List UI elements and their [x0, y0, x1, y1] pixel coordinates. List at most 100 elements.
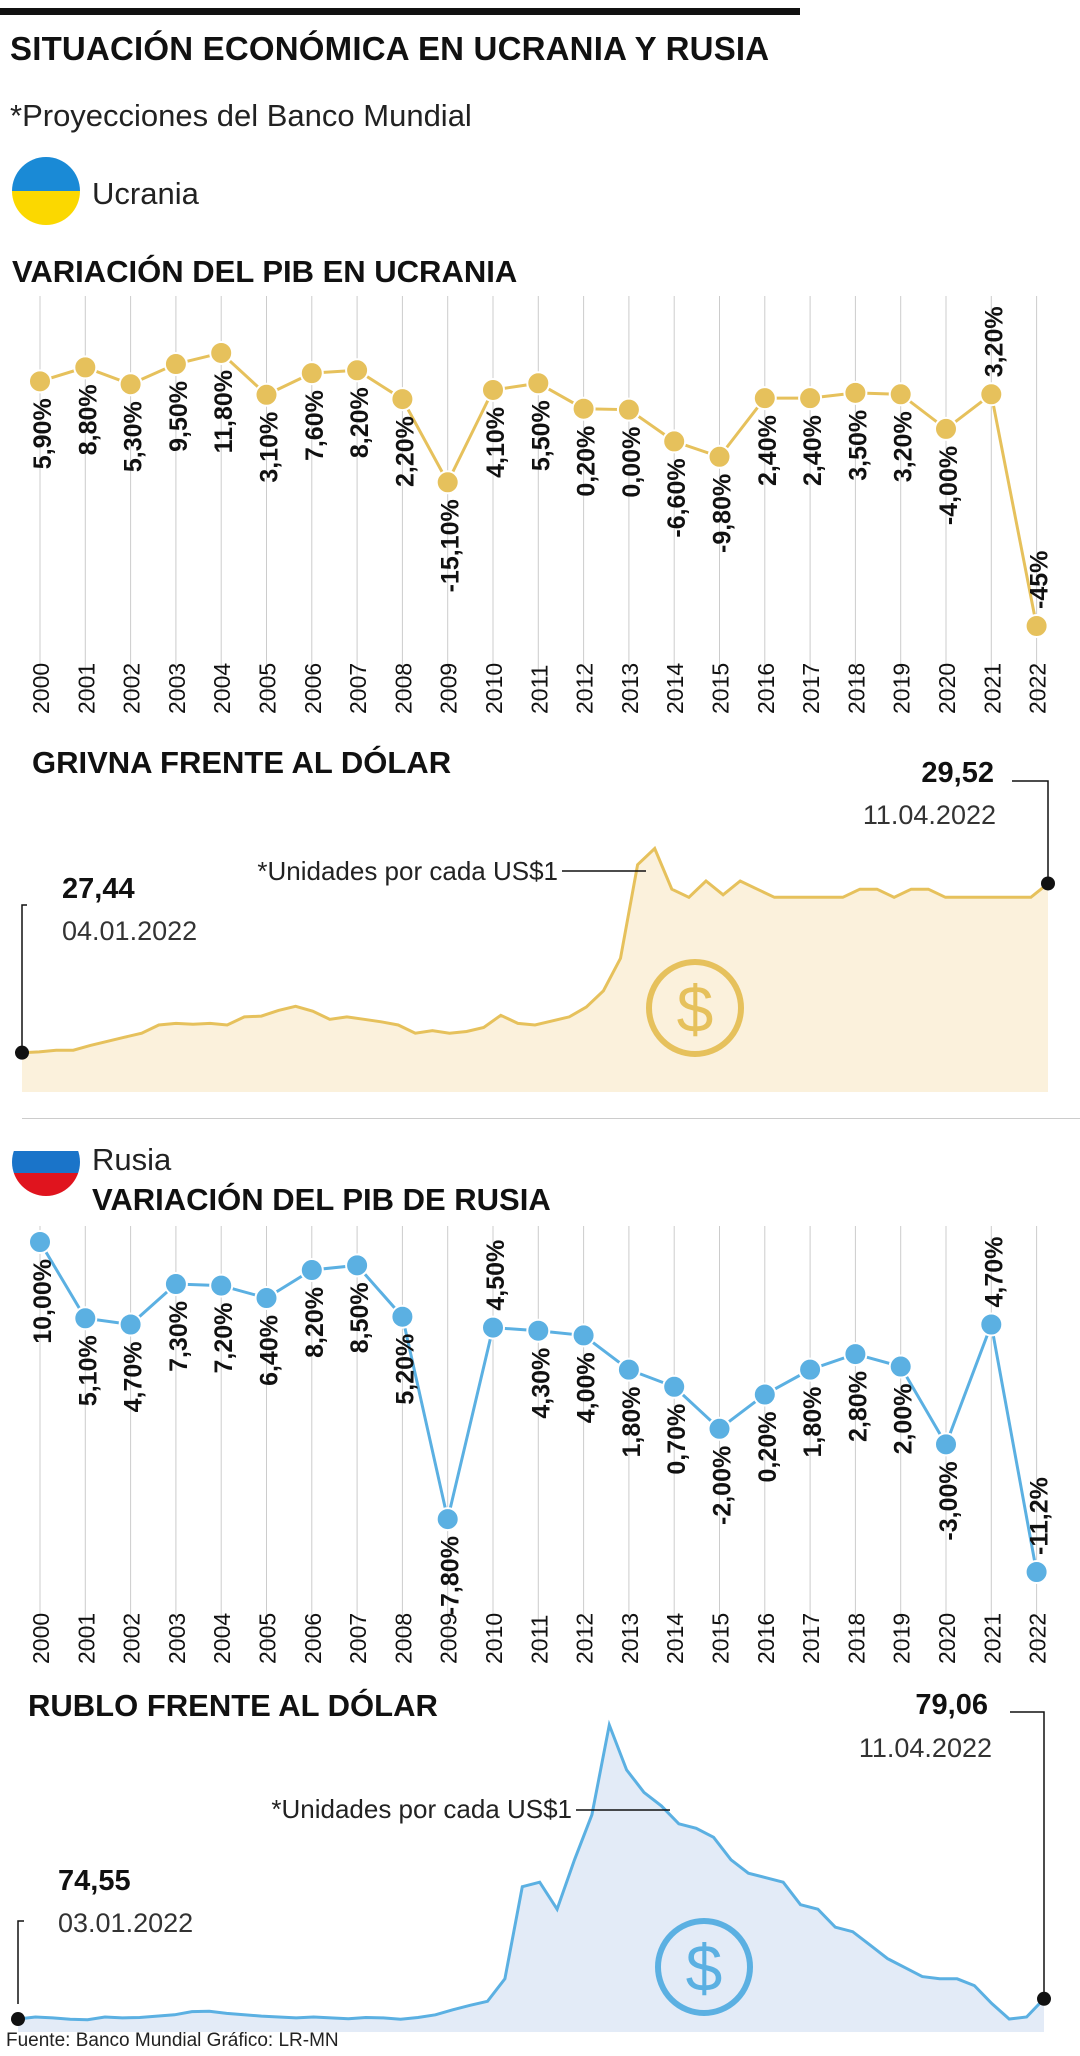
gdp-point — [28, 1230, 52, 1254]
gdp-value-label: -6,60% — [663, 458, 691, 537]
gdp-point — [163, 1272, 188, 1297]
gdp-point — [118, 1312, 143, 1337]
year-tick-label: 2011 — [526, 1615, 552, 1664]
year-tick-label: 2012 — [572, 1613, 598, 1664]
ru-fx-title: RUBLO FRENTE AL DÓLAR — [28, 1688, 438, 1723]
year-tick-label: 2000 — [28, 1613, 54, 1664]
ua-fx-end-dot — [1041, 876, 1055, 891]
ua-fx-chart: 27,44 04.01.2022 29,52 11.04.2022 *Unida… — [15, 757, 1055, 1092]
gdp-value-label: 8,20% — [301, 1287, 329, 1358]
gdp-point — [73, 1306, 98, 1331]
gdp-point — [299, 361, 324, 386]
gdp-point — [209, 1273, 234, 1298]
gdp-point — [888, 382, 913, 407]
gdp-point — [345, 358, 370, 383]
gdp-point — [73, 355, 98, 380]
gdp-point — [526, 1318, 551, 1343]
gdp-point — [662, 429, 687, 454]
year-tick-label: 2020 — [934, 1613, 960, 1664]
ua-gdp-title: VARIACIÓN DEL PIB EN UCRANIA — [12, 254, 518, 289]
gdp-point — [435, 1507, 460, 1532]
ru-gdp-chart: 10,00% 5,10% 4,70% 7,30% 7,20% 6,40% 8,20% 8,50… — [28, 1226, 1054, 1664]
gdp-point — [616, 397, 641, 422]
gdp-value-label: 5,20% — [391, 1334, 419, 1405]
gdp-value-label: 3,20% — [980, 306, 1008, 377]
year-tick-label: 2002 — [119, 1613, 145, 1664]
ru-fx-start-value: 74,55 — [58, 1865, 131, 1897]
gdp-value-label: 8,80% — [74, 384, 102, 455]
gdp-point — [934, 416, 958, 441]
gdp-value-label: 4,70% — [980, 1237, 1008, 1308]
gdp-value-label: 8,50% — [346, 1282, 374, 1353]
ua-gdp-chart: 5,90% 8,80% 5,30% 9,50% 11,80% 3,10% 7,60% 8,20… — [28, 296, 1054, 714]
gdp-point — [1024, 1560, 1049, 1584]
gdp-value-label: -7,80% — [437, 1536, 465, 1615]
ru-fx-end-leader — [1010, 1711, 1045, 1992]
gdp-point — [752, 1382, 777, 1407]
ukraine-label: Ucrania — [92, 176, 199, 211]
divider — [22, 1118, 1080, 1119]
gdp-value-label: 5,50% — [527, 400, 555, 471]
gdp-point — [843, 380, 868, 405]
year-tick-label: 2009 — [436, 1613, 462, 1664]
gdp-point — [798, 386, 823, 411]
ru-gdp-title: VARIACIÓN DEL PIB DE RUSIA — [92, 1182, 551, 1217]
year-tick-label: 2000 — [28, 663, 54, 714]
gdp-point — [481, 1315, 505, 1340]
page-subtitle: *Proyecciones del Banco Mundial — [10, 98, 472, 133]
gdp-point — [390, 1304, 415, 1329]
year-tick-label: 2015 — [708, 1613, 734, 1664]
gdp-point — [118, 372, 143, 397]
gdp-value-label: 4,10% — [482, 407, 510, 478]
gdp-value-label: 0,20% — [754, 1412, 782, 1483]
ru-fx-start-dot — [11, 2012, 25, 2027]
gdp-point — [28, 369, 52, 394]
year-tick-label: 2003 — [164, 663, 190, 714]
gdp-point — [843, 1342, 868, 1367]
year-tick-label: 2019 — [889, 1613, 915, 1664]
year-tick-label: 2021 — [979, 663, 1005, 714]
year-tick-label: 2016 — [753, 1613, 779, 1664]
gdp-point — [254, 1286, 279, 1311]
gdp-value-label: -45% — [1026, 551, 1054, 609]
year-tick-label: 2006 — [300, 1613, 326, 1664]
gdp-point — [662, 1374, 687, 1399]
gdp-value-label: 7,20% — [210, 1303, 238, 1374]
gdp-value-label: 0,20% — [573, 426, 601, 497]
ua-fx-start-dot — [15, 1045, 29, 1060]
year-tick-label: 2003 — [164, 1613, 190, 1664]
year-tick-label: 2008 — [390, 1613, 416, 1664]
gdp-value-label: 0,70% — [663, 1404, 691, 1475]
gdp-value-label: 0,00% — [618, 427, 646, 498]
gdp-value-label: -3,00% — [935, 1461, 963, 1540]
ru-fx-end-date: 11.04.2022 — [859, 1733, 992, 1763]
gdp-value-label: 5,10% — [74, 1335, 102, 1406]
gdp-value-label: 10,00% — [29, 1259, 57, 1344]
year-tick-label: 2017 — [798, 1613, 824, 1664]
gdp-point — [345, 1253, 370, 1278]
year-tick-label: 2008 — [390, 663, 416, 714]
gdp-value-label: 4,00% — [573, 1352, 601, 1423]
ua-fx-start-leader — [21, 904, 27, 1056]
year-tick-label: 2014 — [662, 1613, 688, 1664]
ru-fx-start-date: 03.01.2022 — [58, 1908, 193, 1938]
year-tick-label: 2010 — [481, 663, 507, 714]
gdp-point — [979, 382, 1004, 407]
year-tick-label: 2012 — [572, 663, 598, 714]
gdp-value-label: 2,20% — [391, 416, 419, 487]
ru-fx-end-value: 79,06 — [915, 1689, 988, 1721]
year-tick-label: 2006 — [300, 663, 326, 714]
gdp-value-label: 2,00% — [890, 1384, 918, 1455]
gdp-value-label: 11,80% — [210, 370, 238, 453]
year-tick-label: 2014 — [662, 663, 688, 714]
gdp-point — [616, 1357, 641, 1382]
source-footer: Fuente: Banco Mundial Gráfico: LR-MN — [6, 2030, 339, 2051]
gdp-value-label: 3,10% — [256, 412, 284, 483]
gdp-point — [299, 1258, 324, 1283]
year-tick-label: 2018 — [843, 663, 869, 714]
year-tick-label: 2013 — [617, 663, 643, 714]
year-tick-label: 2019 — [889, 663, 915, 714]
year-tick-label: 2004 — [209, 1613, 235, 1664]
ua-fx-start-date: 04.01.2022 — [62, 916, 197, 946]
gdp-point — [934, 1432, 958, 1457]
